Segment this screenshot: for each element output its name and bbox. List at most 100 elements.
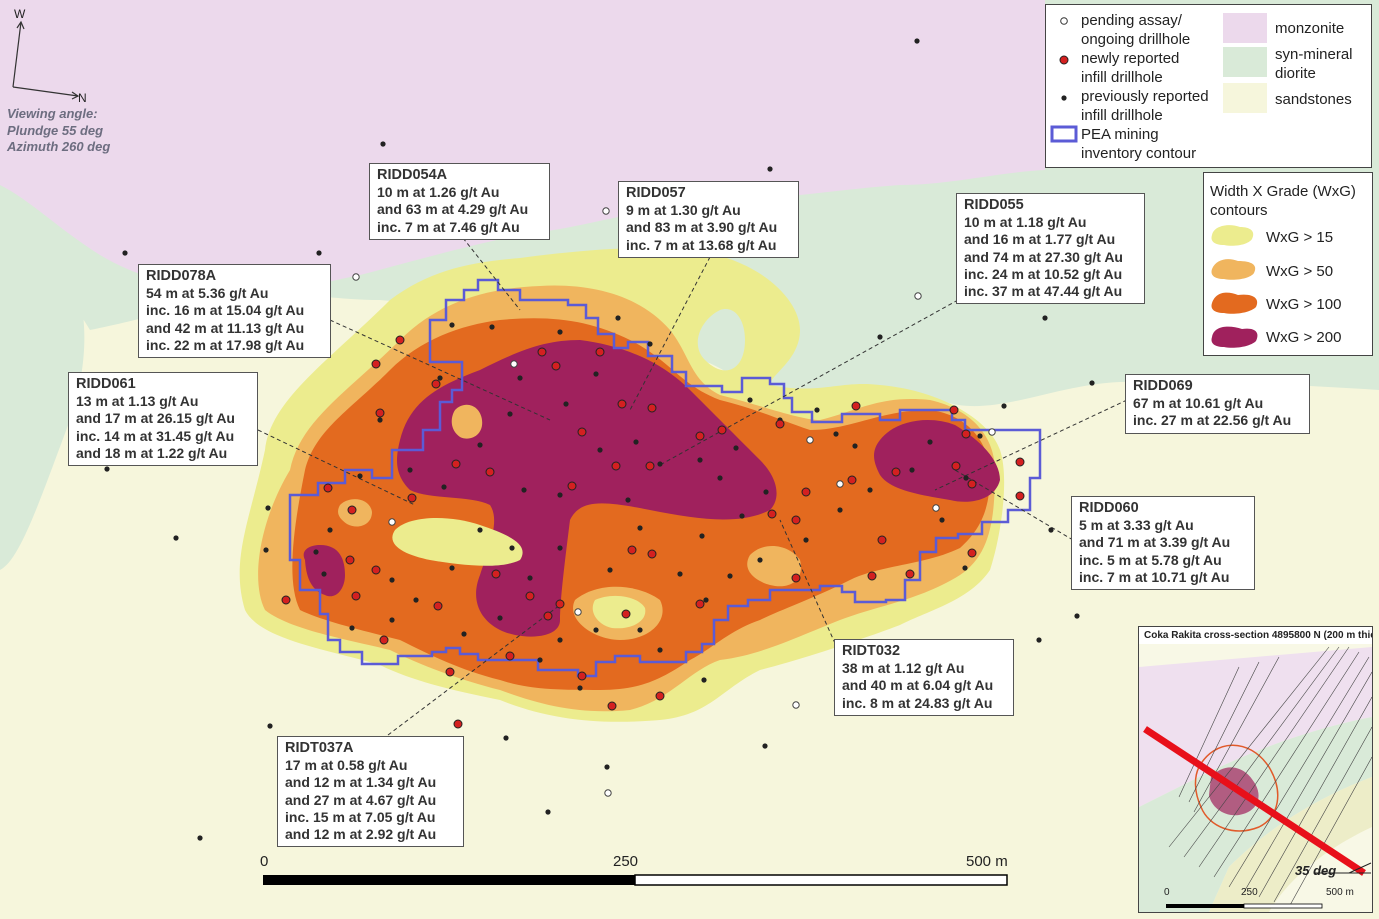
- scale-bar: [263, 874, 1008, 886]
- wxg-swatches: [1211, 225, 1258, 348]
- compass-north-label: N: [78, 91, 87, 105]
- wxg-low-patch: [392, 518, 523, 566]
- callout-line: inc. 24 m at 10.52 g/t Au: [964, 265, 1123, 282]
- inset-plunge-line: [1143, 726, 1366, 876]
- pending-drillholes: [352, 207, 996, 797]
- legend-diorite-label-2: diorite: [1275, 65, 1316, 82]
- callout-line: 9 m at 1.30 g/t Au: [626, 202, 741, 219]
- callout-title: RIDD054A: [377, 167, 448, 183]
- callout-line: inc. 15 m at 7.05 g/t Au: [285, 808, 436, 825]
- callout-line: and 63 m at 4.29 g/t Au: [377, 201, 529, 218]
- wxg-title-1: Width X Grade (WxG): [1210, 183, 1356, 200]
- callout-line: inc. 7 m at 7.46 g/t Au: [377, 218, 520, 235]
- callout-title: RIDD055: [964, 197, 1024, 213]
- callout-line: and 40 m at 6.04 g/t Au: [842, 677, 994, 694]
- callout-line: inc. 37 m at 47.44 g/t Au: [964, 283, 1123, 300]
- callout-title: RIDT032: [842, 643, 901, 659]
- callout-line: and 74 m at 27.30 g/t Au: [964, 248, 1123, 265]
- callout-ridt032: RIDT032 38 m at 1.12 g/t Au and 40 m at …: [834, 639, 1014, 716]
- callout-line: and 16 m at 1.77 g/t Au: [964, 231, 1116, 248]
- callout-ridd055: RIDD055 10 m at 1.18 g/t Au and 16 m at …: [956, 193, 1145, 305]
- newly-reported-symbol-icon: [1059, 55, 1069, 65]
- callout-line: and 12 m at 1.34 g/t Au: [285, 774, 437, 791]
- wxg-low-patch: [592, 595, 646, 629]
- callout-line: 5 m at 3.33 g/t Au: [1079, 517, 1194, 534]
- callout-line: 13 m at 1.13 g/t Au: [76, 393, 199, 410]
- callout-ridd069: RIDD069 67 m at 10.61 g/t Au inc. 27 m a…: [1125, 374, 1310, 434]
- legend-sandstone-label: sandstones: [1275, 91, 1352, 108]
- inset-scale-0: 0: [1164, 887, 1170, 898]
- legend-previous-label-2: infill drillhole: [1081, 107, 1163, 124]
- callout-line: and 42 m at 11.13 g/t Au: [146, 319, 305, 336]
- callout-leader-lines: [257, 237, 1128, 736]
- callout-line: inc. 27 m at 22.56 g/t Au: [1133, 412, 1292, 429]
- viewing-angle-note: Viewing angle: Plundge 55 deg Azimuth 26…: [7, 106, 110, 156]
- legend: pending assay/ ongoing drillhole newly r…: [1045, 4, 1372, 168]
- wxg-200-label: WxG > 200: [1266, 329, 1342, 346]
- wxg-50-label: WxG > 50: [1266, 263, 1334, 280]
- wxg-50-swatch: [1211, 259, 1256, 280]
- callout-title: RIDD069: [1133, 378, 1193, 394]
- scale-label-0: 0: [260, 853, 269, 870]
- monzonite-swatch: [1223, 13, 1267, 43]
- callout-line: inc. 7 m at 13.68 g/t Au: [626, 236, 777, 253]
- callout-line: inc. 7 m at 10.71 g/t Au: [1079, 568, 1230, 585]
- callout-line: 54 m at 5.36 g/t Au: [146, 285, 269, 302]
- wxg-15-label: WxG > 15: [1266, 229, 1334, 246]
- sandstone-swatch: [1223, 83, 1267, 113]
- callout-line: and 12 m at 2.92 g/t Au: [285, 826, 437, 843]
- legend-newly-label-1: newly reported: [1081, 50, 1180, 67]
- wxg-200-swatch: [1211, 326, 1258, 348]
- viewing-angle-label: Viewing angle:: [7, 106, 98, 121]
- previous-drillholes: [104, 38, 1095, 841]
- inset-angle-label: 35 deg: [1295, 863, 1337, 878]
- wxg-low-patch: [747, 545, 801, 587]
- callout-line: 38 m at 1.12 g/t Au: [842, 660, 965, 677]
- callout-title: RIDD060: [1079, 500, 1139, 516]
- new-drillholes: [281, 335, 1091, 729]
- callout-title: RIDD061: [76, 376, 136, 392]
- compass-arrows: [12, 20, 80, 100]
- callout-ridd078a: RIDD078A 54 m at 5.36 g/t Au inc. 16 m a…: [138, 264, 331, 359]
- wxg-title-2: contours: [1210, 202, 1268, 219]
- legend-newly-label-2: infill drillhole: [1081, 69, 1163, 86]
- diorite-swatch: [1223, 47, 1267, 77]
- wxg-legend: Width X Grade (WxG) contours WxG > 15 Wx…: [1203, 172, 1373, 356]
- wxg-100-swatch: [1211, 292, 1258, 314]
- legend-pending-label-2: ongoing drillhole: [1081, 31, 1191, 48]
- pea-mining-contour: [288, 278, 1042, 678]
- pea-symbol-icon: [1050, 125, 1078, 143]
- callout-ridt037a: RIDT037A 17 m at 0.58 g/t Au and 12 m at…: [277, 736, 464, 848]
- callout-ridd060: RIDD060 5 m at 3.33 g/t Au and 71 m at 3…: [1071, 496, 1255, 591]
- callout-line: 67 m at 10.61 g/t Au: [1133, 395, 1264, 412]
- callout-line: inc. 5 m at 5.78 g/t Au: [1079, 551, 1222, 568]
- wxg-low-patch: [451, 404, 483, 439]
- callout-line: and 71 m at 3.39 g/t Au: [1079, 534, 1231, 551]
- inset-scale-250: 250: [1241, 887, 1258, 898]
- callout-line: and 18 m at 1.22 g/t Au: [76, 444, 228, 461]
- viewing-plunge-label: Plundge 55 deg: [7, 122, 104, 138]
- legend-pea-label-2: inventory contour: [1081, 145, 1197, 162]
- callout-line: 17 m at 0.58 g/t Au: [285, 757, 408, 774]
- callout-line: and 27 m at 4.67 g/t Au: [285, 791, 437, 808]
- callout-line: inc. 22 m at 17.98 g/t Au: [146, 336, 305, 353]
- callout-title: RIDD078A: [146, 268, 217, 284]
- scale-label-500: 500 m: [966, 853, 1008, 870]
- callout-line: inc. 14 m at 31.45 g/t Au: [76, 427, 235, 444]
- wxg-100-label: WxG > 100: [1266, 296, 1342, 313]
- inset-scale-500: 500 m: [1326, 887, 1354, 898]
- inset-title: Coka Rakita cross-section 4895800 N (200…: [1144, 630, 1373, 641]
- wxg-15-swatch: [1211, 225, 1254, 246]
- viewing-azimuth-label: Azimuth 260 deg: [7, 139, 111, 154]
- callout-ridd061: RIDD061 13 m at 1.13 g/t Au and 17 m at …: [68, 372, 258, 467]
- callout-line: and 17 m at 26.15 g/t Au: [76, 410, 235, 427]
- callout-title: RIDD057: [626, 185, 686, 201]
- compass-west-label: W: [14, 7, 26, 21]
- callout-line: 10 m at 1.26 g/t Au: [377, 184, 500, 201]
- legend-symbols: [1050, 13, 1267, 143]
- callout-line: inc. 16 m at 15.04 g/t Au: [146, 302, 305, 319]
- callout-line: 10 m at 1.18 g/t Au: [964, 214, 1087, 231]
- callout-line: inc. 8 m at 24.83 g/t Au: [842, 694, 993, 711]
- legend-previous-label-1: previously reported: [1081, 88, 1209, 105]
- legend-pending-label-1: pending assay/: [1081, 12, 1182, 29]
